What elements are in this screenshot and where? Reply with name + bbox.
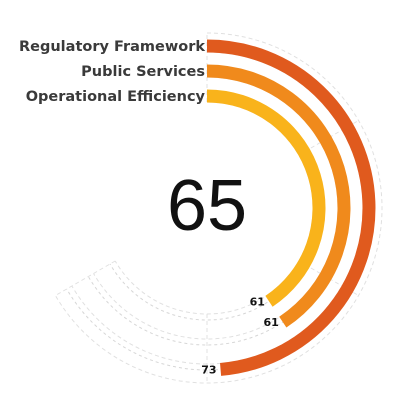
series-label-2: Public Services (81, 64, 205, 80)
track-1 (66, 45, 370, 371)
center-value: 65 (167, 166, 247, 246)
value-label-2: 61 (263, 316, 278, 329)
value-label-3: 61 (250, 295, 265, 308)
bar-1 (206, 39, 376, 376)
bar-layer (206, 39, 376, 376)
bar-2 (206, 64, 351, 328)
label-layer: Regulatory Framework 73 Public Services 61 O… (19, 39, 279, 376)
value-label-1: 73 (201, 363, 216, 376)
series-label-3: Operational Efficiency (26, 89, 206, 105)
grid-ring-1 (55, 32, 383, 384)
grid-spoke-5 (55, 260, 116, 296)
series-label-1: Regulatory Framework (19, 39, 205, 55)
bar-3 (206, 89, 326, 307)
